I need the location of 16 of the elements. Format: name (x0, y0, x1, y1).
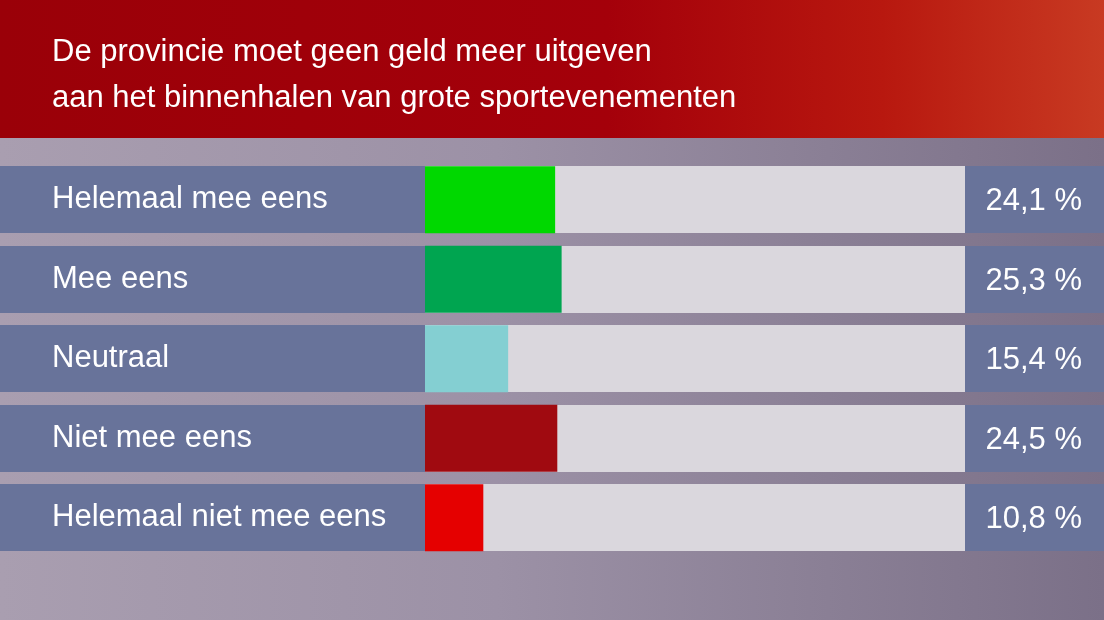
y-tick-label: Helemaal niet mee eens (52, 498, 387, 534)
bar (425, 404, 558, 472)
y-tick-label: Neutraal (52, 339, 170, 375)
bar (425, 245, 562, 313)
data-label: 24,5 % (985, 420, 1082, 456)
bar (425, 484, 484, 552)
data-label: 15,4 % (985, 341, 1082, 377)
bar (425, 166, 556, 234)
bar (425, 325, 509, 393)
data-label: 10,8 % (985, 500, 1082, 536)
y-tick-label: Helemaal mee eens (52, 180, 328, 216)
chart-title: De provincie moet geen geld meer uitgeven aan het binnenhalen van grote sportevenementen (52, 32, 737, 116)
y-tick-label: Mee eens (52, 259, 189, 295)
data-label: 24,1 % (985, 182, 1082, 218)
y-tick-label: Niet mee eens (52, 418, 252, 454)
data-label: 25,3 % (985, 261, 1082, 297)
